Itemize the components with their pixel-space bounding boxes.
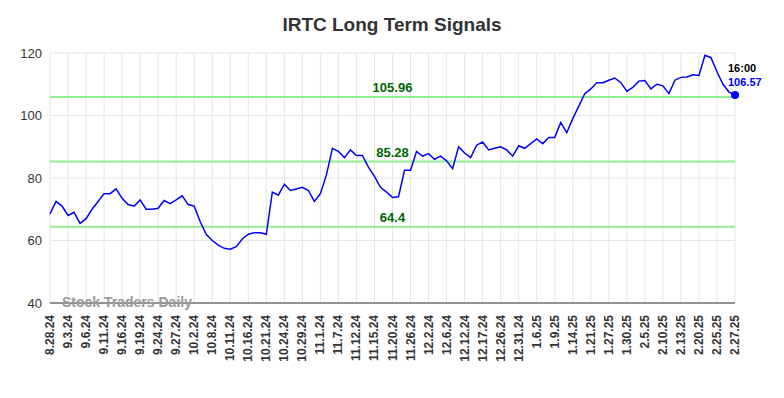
svg-text:106.57: 106.57 bbox=[728, 76, 762, 88]
svg-text:10.16.24: 10.16.24 bbox=[241, 315, 255, 362]
svg-text:12.6.24: 12.6.24 bbox=[440, 315, 454, 355]
svg-text:1.21.25: 1.21.25 bbox=[584, 315, 598, 355]
svg-text:9.6.24: 9.6.24 bbox=[79, 315, 93, 349]
svg-text:1.30.25: 1.30.25 bbox=[620, 315, 634, 355]
svg-text:9.19.24: 9.19.24 bbox=[133, 315, 147, 355]
svg-text:40: 40 bbox=[28, 296, 42, 311]
svg-text:10.11.24: 10.11.24 bbox=[223, 315, 237, 361]
svg-text:11.1.24: 11.1.24 bbox=[313, 315, 327, 355]
svg-text:16:00: 16:00 bbox=[728, 62, 756, 74]
svg-text:10.8.24: 10.8.24 bbox=[205, 315, 219, 355]
html-text:IRTC Long Term Signals: IRTC Long Term Signals bbox=[282, 14, 502, 35]
svg-text:11.15.24: 11.15.24 bbox=[367, 315, 381, 361]
svg-text:11.26.24: 11.26.24 bbox=[404, 315, 418, 361]
svg-text:11.20.24: 11.20.24 bbox=[386, 315, 400, 361]
svg-text:105.96: 105.96 bbox=[373, 80, 413, 95]
svg-text:12.31.24: 12.31.24 bbox=[512, 315, 526, 362]
svg-text:1.9.25: 1.9.25 bbox=[548, 315, 562, 349]
svg-text:10.24.24: 10.24.24 bbox=[277, 315, 291, 362]
svg-text:120: 120 bbox=[20, 46, 42, 61]
svg-text:2.20.25: 2.20.25 bbox=[692, 315, 706, 355]
svg-text:1.6.25: 1.6.25 bbox=[530, 315, 544, 349]
svg-text:2.13.25: 2.13.25 bbox=[674, 315, 688, 355]
svg-text:9.16.24: 9.16.24 bbox=[115, 315, 129, 355]
html-text:Stock Traders Daily: Stock Traders Daily bbox=[62, 294, 192, 310]
svg-text:11.12.24: 11.12.24 bbox=[349, 315, 363, 361]
svg-text:12.12.24: 12.12.24 bbox=[458, 315, 472, 362]
svg-text:9.11.24: 9.11.24 bbox=[97, 315, 111, 355]
svg-text:9.27.24: 9.27.24 bbox=[169, 315, 183, 355]
svg-text:10.2.24: 10.2.24 bbox=[187, 315, 201, 355]
svg-text:80: 80 bbox=[28, 171, 42, 186]
svg-text:100: 100 bbox=[20, 108, 42, 123]
svg-text:10.21.24: 10.21.24 bbox=[259, 315, 273, 362]
svg-text:85.28: 85.28 bbox=[376, 145, 409, 160]
svg-text:9.24.24: 9.24.24 bbox=[151, 315, 165, 355]
svg-text:60: 60 bbox=[28, 233, 42, 248]
svg-text:9.3.24: 9.3.24 bbox=[61, 315, 75, 349]
svg-text:2.27.25: 2.27.25 bbox=[728, 315, 742, 355]
svg-text:8.28.24: 8.28.24 bbox=[43, 315, 57, 355]
svg-text:2.10.25: 2.10.25 bbox=[656, 315, 670, 355]
svg-text:11.7.24: 11.7.24 bbox=[331, 315, 345, 355]
svg-text:10.29.24: 10.29.24 bbox=[295, 315, 309, 362]
svg-text:12.26.24: 12.26.24 bbox=[494, 315, 508, 362]
svg-text:1.14.25: 1.14.25 bbox=[566, 315, 580, 355]
svg-text:2.5.25: 2.5.25 bbox=[638, 315, 652, 349]
svg-text:12.2.24: 12.2.24 bbox=[422, 315, 436, 355]
svg-text:12.17.24: 12.17.24 bbox=[476, 315, 490, 362]
svg-text:64.4: 64.4 bbox=[380, 210, 406, 225]
svg-text:2.25.25: 2.25.25 bbox=[710, 315, 724, 355]
svg-text:1.27.25: 1.27.25 bbox=[602, 315, 616, 355]
